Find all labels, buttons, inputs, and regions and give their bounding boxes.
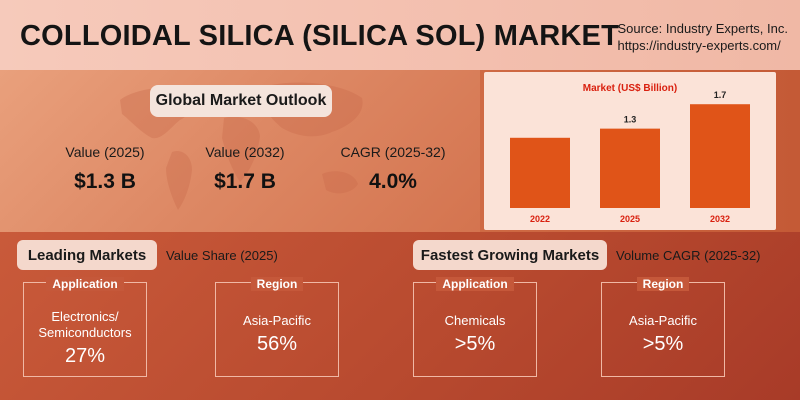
chart-panel: Market (US$ Billion) 2022 1.3 2025 1.7 2032 [480,70,800,232]
chart-box: Market (US$ Billion) 2022 1.3 2025 1.7 2032 [484,72,776,230]
leading-region-card: Region Asia-Pacific 56% [215,277,339,377]
metric-value: 4.0% [369,170,417,193]
leading-markets-subheading: Value Share (2025) [166,248,278,263]
metric-value-2025: Value (2025) $1.3 B [50,144,160,194]
card-value: >5% [642,333,684,355]
fastest-markets-subheading: Volume CAGR (2025-32) [616,248,761,263]
metric-cagr: CAGR (2025-32) 4.0% [328,144,458,194]
card-value: >5% [454,333,496,355]
x-tick-2022: 2022 [530,214,550,224]
bar-2022 [510,137,570,208]
card-name: Chemicals [444,313,506,328]
fastest-application-card: Application Chemicals >5% [413,277,537,377]
metric-label: CAGR (2025-32) [340,144,446,160]
leading-markets-heading: Leading Markets [17,240,157,270]
x-tick-2032: 2032 [710,214,730,224]
bar-2025 [600,128,660,208]
chart-title: Market (US$ Billion) [583,83,677,94]
metric-value: $1.3 B [74,170,136,193]
fastest-markets-heading: Fastest Growing Markets [413,240,607,270]
leading-application-card: Application Electronics/ Semiconductors … [23,277,147,377]
card-head: Application [46,277,124,291]
card-value: 27% [64,345,106,367]
card-name: Asia-Pacific [629,313,697,328]
card-name: Asia-Pacific [243,313,311,328]
bar-2032 [690,104,750,208]
data-label-2032: 1.7 [714,90,727,100]
outlook-heading: Global Market Outlook [150,85,332,117]
metric-value: $1.7 B [214,170,276,193]
source-block: Source: Industry Experts, Inc. https://i… [617,20,788,54]
card-head: Region [636,277,690,291]
metric-label: Value (2032) [205,144,285,160]
market-outlook-panel: Global Market Outlook Value (2025) $1.3 … [0,70,480,232]
card-head: Application [436,277,514,291]
market-bar-chart: Market (US$ Billion) 2022 1.3 2025 1.7 2032 [510,83,750,224]
fastest-region-card: Region Asia-Pacific >5% [601,277,725,377]
x-tick-2025: 2025 [620,214,640,224]
card-name: Electronics/ Semiconductors [38,309,132,340]
metric-value-2032: Value (2032) $1.7 B [190,144,300,194]
card-head: Region [250,277,304,291]
header-band: COLLOIDAL SILICA (SILICA SOL) MARKET Sou… [0,0,800,70]
data-label-2025: 1.3 [624,115,637,125]
source-url[interactable]: https://industry-experts.com/ [617,38,781,53]
metric-label: Value (2025) [65,144,145,160]
page-title: COLLOIDAL SILICA (SILICA SOL) MARKET [20,20,619,52]
card-value: 56% [256,333,298,355]
source-text: Source: Industry Experts, Inc. [617,21,788,36]
markets-section: Leading Markets Value Share (2025) Faste… [0,232,800,400]
